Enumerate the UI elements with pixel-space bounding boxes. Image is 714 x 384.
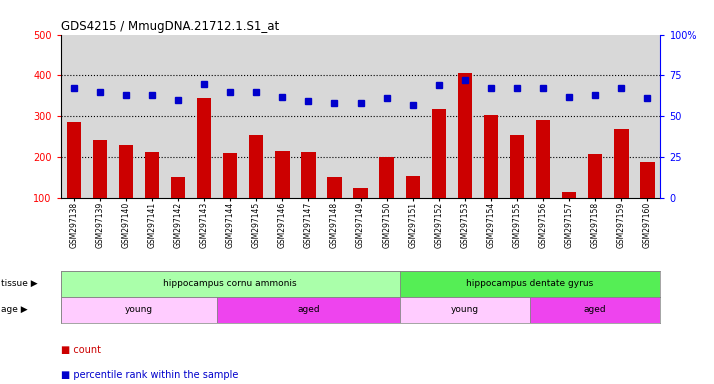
Bar — [217, 297, 400, 323]
Bar — [66, 122, 81, 198]
Bar — [61, 271, 400, 297]
Text: aged: aged — [297, 305, 320, 314]
Bar — [484, 115, 498, 198]
Text: ■ percentile rank within the sample: ■ percentile rank within the sample — [61, 370, 238, 380]
Text: tissue ▶: tissue ▶ — [1, 279, 37, 288]
Text: hippocampus cornu ammonis: hippocampus cornu ammonis — [164, 279, 297, 288]
Bar — [588, 154, 603, 198]
Bar — [562, 192, 576, 198]
Bar — [171, 177, 185, 198]
Bar — [458, 73, 472, 198]
Bar — [406, 176, 420, 198]
Bar — [249, 134, 263, 198]
Bar — [353, 187, 368, 198]
Bar — [536, 120, 550, 198]
Bar — [197, 98, 211, 198]
Text: young: young — [451, 305, 479, 314]
Bar — [640, 162, 655, 198]
Text: age ▶: age ▶ — [1, 305, 27, 314]
Bar — [510, 134, 524, 198]
Bar — [614, 129, 628, 198]
Text: young: young — [125, 305, 153, 314]
Text: hippocampus dentate gyrus: hippocampus dentate gyrus — [466, 279, 594, 288]
Bar — [530, 297, 660, 323]
Text: GDS4215 / MmugDNA.21712.1.S1_at: GDS4215 / MmugDNA.21712.1.S1_at — [61, 20, 279, 33]
Bar — [119, 145, 133, 198]
Bar — [61, 297, 217, 323]
Bar — [327, 177, 342, 198]
Bar — [432, 109, 446, 198]
Bar — [301, 152, 316, 198]
Bar — [379, 157, 394, 198]
Text: aged: aged — [584, 305, 607, 314]
Bar — [400, 297, 530, 323]
Bar — [93, 140, 107, 198]
Bar — [275, 151, 289, 198]
Bar — [145, 152, 159, 198]
Bar — [400, 271, 660, 297]
Text: ■ count: ■ count — [61, 345, 101, 355]
Bar — [223, 153, 237, 198]
